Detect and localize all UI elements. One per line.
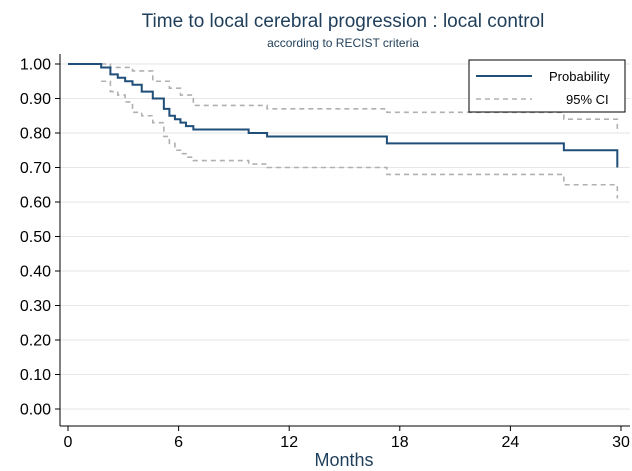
y-tick-label-9: 0.90 xyxy=(20,91,51,108)
tick-labels: 0.00 0.10 0.20 0.30 0.40 0.50 0.60 0.70 0.80 0.90… xyxy=(20,57,630,452)
y-tick-label-2: 0.20 xyxy=(20,333,51,350)
y-tick-label-4: 0.40 xyxy=(20,264,51,281)
legend-label-probability: Probability xyxy=(549,69,610,84)
chart-subtitle: according to RECIST criteria xyxy=(267,36,419,50)
legend-box xyxy=(468,59,626,113)
y-tick-label-5: 0.50 xyxy=(20,229,51,246)
y-tick-label-3: 0.30 xyxy=(20,298,51,315)
x-tick-label-4: 24 xyxy=(502,434,520,451)
x-tick-label-0: 0 xyxy=(64,434,73,451)
plot-background xyxy=(60,54,630,426)
axes xyxy=(55,54,630,431)
legend-label-95-ci: 95% CI xyxy=(566,92,609,107)
x-tick-label-3: 18 xyxy=(391,434,409,451)
y-tick-label-0: 0.00 xyxy=(20,402,51,419)
y-tick-label-6: 0.60 xyxy=(20,195,51,212)
y-tick-label-10: 1.00 xyxy=(20,57,51,74)
x-axis-label: Months xyxy=(314,450,373,470)
x-tick-label-5: 30 xyxy=(612,434,630,451)
y-tick-label-7: 0.70 xyxy=(20,160,51,177)
y-tick-label-8: 0.80 xyxy=(20,126,51,143)
y-tick-label-1: 0.10 xyxy=(20,367,51,384)
ci-lower-line xyxy=(101,80,619,199)
x-tick-label-2: 12 xyxy=(280,434,298,451)
legend: Probability 95% CI xyxy=(468,59,626,113)
x-tick-label-1: 6 xyxy=(174,434,183,451)
probability-line xyxy=(68,63,619,168)
chart-title: Time to local cerebral progression : loc… xyxy=(142,11,545,32)
